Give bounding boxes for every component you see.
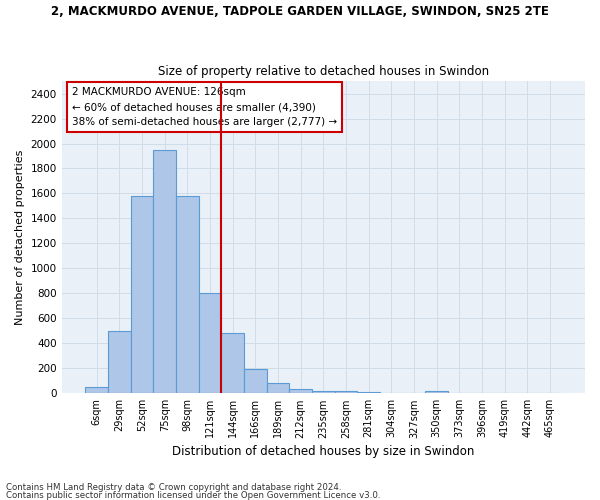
Text: 2, MACKMURDO AVENUE, TADPOLE GARDEN VILLAGE, SWINDON, SN25 2TE: 2, MACKMURDO AVENUE, TADPOLE GARDEN VILL… (51, 5, 549, 18)
Bar (154, 150, 176, 394)
Bar (425, 391, 448, 394)
Bar (85, 387, 108, 394)
Bar (244, 369, 266, 394)
Bar (131, 196, 154, 394)
Text: 2 MACKMURDO AVENUE: 126sqm
← 60% of detached houses are smaller (4,390)
38% of s: 2 MACKMURDO AVENUE: 126sqm ← 60% of deta… (72, 88, 337, 127)
Bar (289, 389, 312, 394)
Bar (358, 392, 380, 394)
Text: Contains public sector information licensed under the Open Government Licence v3: Contains public sector information licen… (6, 490, 380, 500)
X-axis label: Distribution of detached houses by size in Swindon: Distribution of detached houses by size … (172, 444, 475, 458)
Bar (221, 334, 244, 394)
Bar (335, 391, 358, 394)
Text: Contains HM Land Registry data © Crown copyright and database right 2024.: Contains HM Land Registry data © Crown c… (6, 484, 341, 492)
Y-axis label: Number of detached properties: Number of detached properties (15, 150, 25, 325)
Bar (266, 382, 289, 394)
Bar (176, 196, 199, 394)
Bar (199, 294, 221, 394)
Title: Size of property relative to detached houses in Swindon: Size of property relative to detached ho… (158, 66, 489, 78)
Bar (108, 331, 131, 394)
Bar (312, 390, 335, 394)
